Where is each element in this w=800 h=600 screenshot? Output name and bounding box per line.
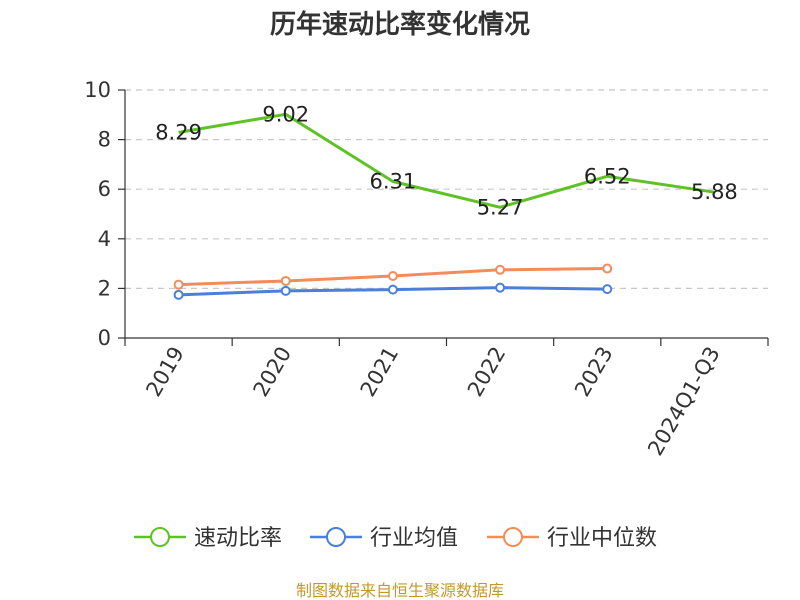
y-tick-label: 10 [84, 78, 111, 102]
y-tick-label: 6 [98, 177, 111, 201]
x-tick-label: 2023 [570, 343, 618, 401]
data-point [387, 271, 398, 281]
source-note: 制图数据来自恒生聚源数据库 [296, 581, 504, 600]
data-point [387, 284, 398, 295]
data-point [495, 264, 506, 275]
chart-title: 历年速动比率变化情况 [270, 9, 530, 40]
legend-marker-icon [326, 527, 346, 547]
legend-marker-icon [150, 527, 170, 547]
legend-item[interactable]: 速动比率 [134, 526, 282, 551]
data-label: 5.88 [691, 180, 738, 204]
legend[interactable]: 速动比率 行业均值 行业中位数 [134, 526, 657, 551]
data-point [602, 263, 613, 274]
y-tick-label: 4 [98, 227, 111, 251]
y-tick-label: 8 [98, 128, 111, 152]
grid-lines [125, 89, 768, 289]
data-label: 5.27 [477, 195, 524, 219]
series-line [178, 112, 715, 209]
data-point [495, 282, 506, 293]
legend-label: 行业均值 [370, 526, 458, 551]
legend-marker-icon [503, 527, 523, 547]
data-label: 6.52 [584, 164, 631, 188]
x-tick-label: 2022 [463, 343, 511, 401]
data-labels: 8.29 9.02 6.31 5.27 6.52 5.88 [155, 102, 738, 219]
data-point [280, 275, 291, 286]
x-tick-label: 2020 [249, 343, 297, 401]
legend-label: 速动比率 [194, 526, 282, 551]
data-label: 9.02 [262, 102, 309, 126]
y-tick-label: 2 [98, 276, 111, 300]
data-label: 8.29 [155, 120, 202, 144]
data-label: 6.31 [370, 170, 417, 194]
y-tick-label: 0 [98, 326, 111, 350]
data-point [173, 279, 184, 290]
x-tick-label: 2019 [141, 343, 189, 401]
data-point [280, 285, 291, 296]
x-tick-label: 2021 [356, 343, 404, 401]
x-tick-label: 2024Q1-Q3 [643, 343, 725, 460]
legend-label: 行业中位数 [547, 526, 657, 551]
legend-item[interactable]: 行业中位数 [487, 526, 657, 551]
data-point [602, 284, 613, 295]
data-point [173, 289, 184, 300]
legend-item[interactable]: 行业均值 [310, 526, 458, 551]
series-lines [173, 112, 715, 300]
